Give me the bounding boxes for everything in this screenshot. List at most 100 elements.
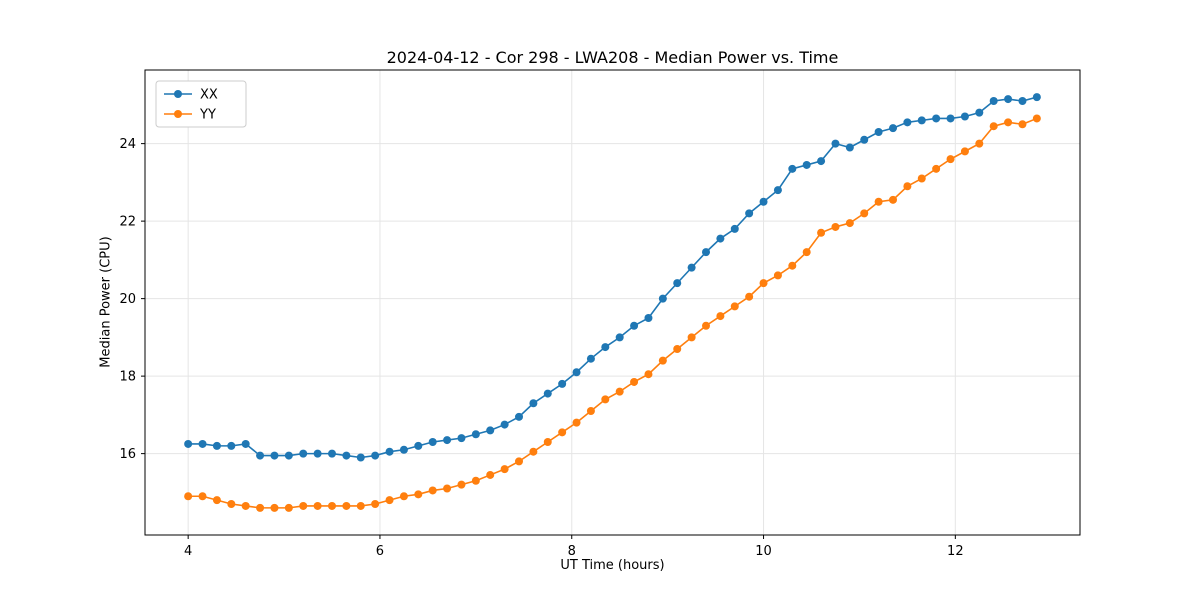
y-tick-label: 20	[119, 292, 136, 307]
series-xx-marker	[817, 157, 826, 166]
series-xx-marker	[773, 186, 782, 195]
x-tick-label: 12	[947, 544, 964, 559]
series-yy-marker	[831, 222, 840, 231]
series-xx-marker	[414, 441, 423, 450]
series-xx-marker	[1032, 93, 1041, 102]
series-xx-marker	[543, 389, 552, 398]
series-yy-marker	[356, 501, 365, 510]
series-yy-marker	[975, 139, 984, 148]
series-xx-marker	[284, 451, 293, 460]
series-xx-marker	[529, 399, 538, 408]
series-xx-marker	[745, 209, 754, 218]
series-xx-marker	[356, 453, 365, 462]
series-yy-marker	[788, 261, 797, 270]
series-xx-marker	[241, 439, 250, 448]
series-xx-marker	[860, 135, 869, 144]
series-yy-marker	[960, 147, 969, 156]
series-yy-marker	[313, 501, 322, 510]
series-yy-marker	[500, 465, 509, 474]
series-yy-marker	[889, 195, 897, 204]
series-yy-marker	[399, 492, 408, 501]
series-xx-marker	[500, 420, 509, 429]
series-xx-marker	[328, 449, 336, 458]
legend-label-yy: YY	[199, 108, 216, 123]
legend-label-xx: XX	[200, 88, 218, 103]
series-yy-line	[188, 117, 1038, 509]
series-yy-marker	[572, 418, 581, 427]
series-yy-marker	[946, 155, 955, 164]
series-yy-marker	[773, 271, 782, 280]
series-xx-marker	[184, 439, 193, 448]
x-axis-label: UT Time (hours)	[560, 558, 665, 573]
series-yy-marker	[443, 484, 452, 493]
series-xx-marker	[558, 379, 567, 388]
series-xx-marker	[572, 368, 581, 377]
series-yy-marker	[644, 370, 653, 379]
series-yy-marker	[989, 122, 998, 131]
series-yy-marker	[227, 500, 236, 508]
series-yy-marker	[270, 503, 279, 512]
legend-marker-yy	[174, 110, 182, 118]
series-yy-marker	[184, 492, 193, 501]
series-yy-marker	[385, 496, 394, 505]
legend: XX YY	[155, 80, 247, 128]
series-yy-marker	[586, 407, 595, 415]
series-yy-marker	[1018, 120, 1027, 129]
series-yy-marker	[212, 496, 221, 505]
series-xx-marker	[759, 197, 768, 206]
x-tick-label: 10	[755, 544, 772, 559]
series-xx-marker	[270, 451, 279, 460]
series-xx-marker	[903, 118, 912, 127]
series-yy-marker	[658, 356, 667, 365]
series-xx-marker	[932, 114, 941, 123]
series-yy-marker	[817, 228, 826, 237]
series-xx-marker	[975, 108, 984, 117]
series-yy-marker	[328, 501, 336, 510]
series-xx-marker	[946, 114, 955, 123]
series-yy-marker	[730, 302, 739, 311]
series-yy-marker	[802, 248, 811, 257]
series-xx-marker	[730, 224, 739, 233]
series-yy-marker	[1004, 118, 1013, 127]
series-yy-marker	[256, 503, 265, 512]
y-tick-label: 24	[119, 137, 136, 152]
series-yy-marker	[515, 457, 523, 466]
series-yy-marker	[860, 209, 869, 218]
series-xx-marker	[313, 449, 322, 458]
series-yy-marker	[299, 501, 308, 510]
series-xx-line	[188, 96, 1038, 459]
series-xx-marker	[428, 438, 437, 446]
series-xx-marker	[831, 139, 840, 148]
series-xx-marker	[299, 449, 308, 458]
series-yy-marker	[371, 500, 380, 508]
series-xx-marker	[687, 263, 696, 272]
series-yy-marker	[615, 387, 624, 396]
series-yy-marker	[471, 476, 480, 485]
series-xx-marker	[443, 436, 452, 445]
series-yy-marker	[903, 182, 912, 191]
series-yy-marker	[486, 470, 495, 479]
series-xx-marker	[1018, 97, 1027, 105]
x-tick-label: 4	[184, 544, 192, 559]
chart-title: 2024-04-12 - Cor 298 - LWA208 - Median P…	[386, 48, 839, 67]
series-yy-marker	[558, 428, 567, 437]
series-xx-marker	[802, 160, 811, 169]
series-xx-marker	[788, 164, 797, 173]
series-xx-marker	[586, 354, 595, 363]
series-yy-marker	[457, 480, 466, 489]
x-tick-label: 8	[568, 544, 576, 559]
series-xx-marker	[960, 112, 969, 121]
series-xx-marker	[399, 445, 408, 454]
series-yy-marker	[630, 377, 639, 386]
series-yy-marker	[702, 321, 710, 330]
series-yy-marker	[673, 345, 682, 353]
y-tick-label: 18	[119, 370, 136, 385]
x-tick-label: 6	[376, 544, 384, 559]
plot-frame	[144, 69, 1081, 536]
series-yy-marker	[932, 164, 941, 173]
series-xx-marker	[889, 124, 897, 133]
series-xx-marker	[385, 447, 394, 456]
series-xx-marker	[227, 441, 236, 450]
